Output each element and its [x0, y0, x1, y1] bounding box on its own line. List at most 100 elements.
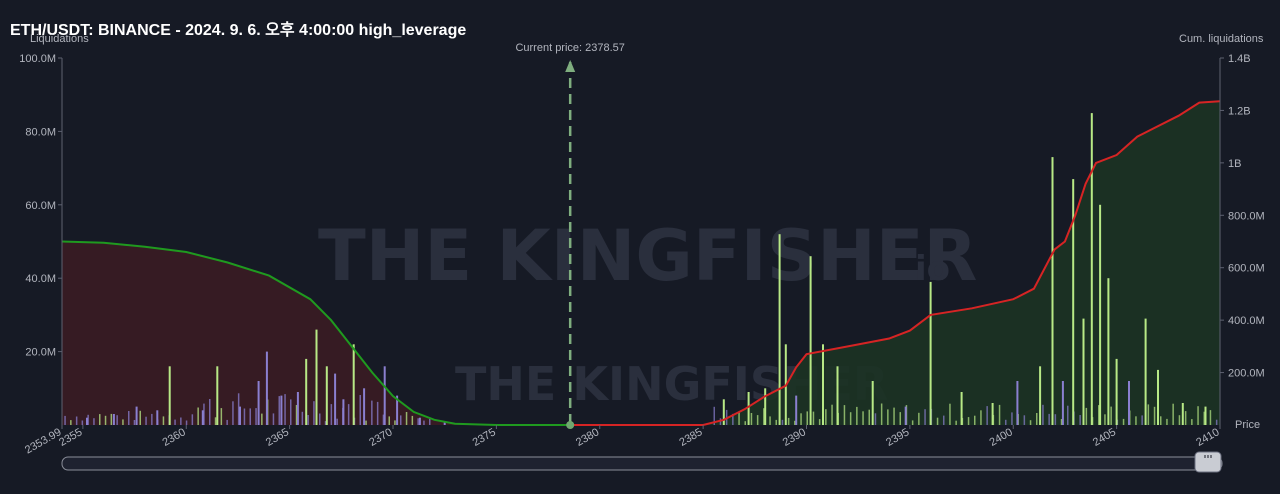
liquidation-bar-minor — [110, 413, 113, 425]
short-cum-line — [570, 100, 1221, 426]
liquidation-bar-minor — [1011, 412, 1013, 425]
liquidation-bar-minor — [128, 411, 130, 425]
liquidation-bar-minor — [1122, 418, 1125, 425]
liquidation-bar-minor — [1172, 403, 1174, 425]
liquidation-bar-minor — [1184, 411, 1187, 425]
liquidation-bar — [1051, 157, 1054, 425]
liquidation-bar-minor — [1036, 413, 1038, 425]
liquidation-bar-minor — [1135, 416, 1137, 425]
x-tick-label: 2380 — [574, 426, 601, 449]
liquidation-bar-minor — [1110, 406, 1112, 425]
liquidation-bar-minor — [769, 416, 771, 425]
liquidation-bar — [156, 410, 159, 425]
range-scrollbar[interactable] — [61, 451, 1223, 473]
liquidation-bar-minor — [1191, 419, 1193, 425]
liquidation-bar-minor — [949, 403, 951, 425]
liquidation-bar — [86, 417, 88, 425]
liquidation-bar-minor — [980, 410, 982, 425]
liquidation-bar — [1181, 403, 1184, 425]
liquidation-bar-minor — [197, 407, 199, 425]
liquidation-bar-minor — [191, 414, 194, 425]
scrollbar-handle[interactable] — [1194, 451, 1222, 473]
liquidation-bar — [1039, 366, 1042, 425]
liquidation-bar-minor — [330, 404, 333, 425]
liquidation-bar — [960, 392, 963, 425]
right-tick-label: 400.0M — [1228, 315, 1265, 327]
liquidation-bar-minor — [806, 411, 808, 425]
liquidation-bar — [334, 373, 337, 425]
liquidation-bar-minor — [893, 407, 895, 425]
liquidation-bar-minor — [1079, 415, 1081, 425]
liquidation-bar-minor — [278, 396, 280, 425]
liquidation-bar-minor — [974, 415, 976, 425]
liquidation-bar — [168, 366, 171, 425]
liquidation-bar — [904, 406, 907, 425]
liquidation-bar-minor — [70, 420, 72, 425]
liquidation-bar-minor — [185, 420, 188, 425]
liquidation-bar-minor — [290, 399, 292, 425]
liquidation-bar — [1128, 381, 1130, 425]
x-tick-label: 2390 — [781, 426, 808, 449]
left-tick-label: 80.0M — [25, 126, 56, 138]
liquidation-bar — [778, 234, 781, 425]
liquidation-bar-minor — [1085, 407, 1088, 425]
watermark-suffix: io — [915, 249, 950, 289]
liquidation-bar — [315, 329, 318, 425]
left-tick-label: 60.0M — [25, 200, 56, 212]
liquidation-bar-minor — [812, 411, 815, 425]
liquidation-bar — [1099, 204, 1102, 425]
liquidation-bar — [112, 414, 115, 425]
liquidation-bar-minor — [831, 404, 833, 425]
liquidation-bar — [257, 381, 260, 425]
liquidation-bar-minor — [1054, 414, 1057, 425]
liquidation-bar-minor — [87, 414, 89, 425]
liquidation-bar — [929, 281, 932, 425]
liquidation-bar-minor — [849, 412, 852, 425]
liquidation-bar-minor — [417, 418, 419, 425]
liquidation-bar-minor — [936, 417, 939, 425]
liquidation-bar-minor — [738, 412, 740, 425]
scrollbar-track[interactable] — [61, 456, 1223, 471]
liquidation-bar-minor — [151, 413, 153, 425]
x-tick-label: 2405 — [1091, 426, 1118, 449]
liquidation-bar — [1157, 369, 1159, 425]
liquidation-bar-minor — [825, 409, 827, 425]
liquidation-bar — [991, 403, 994, 425]
liquidation-bar-minor — [237, 393, 240, 425]
liquidation-bar-minor — [787, 417, 790, 425]
liquidation-bar — [383, 366, 386, 425]
liquidation-bar-minor — [232, 401, 234, 425]
liquidation-bar-minor — [93, 418, 95, 425]
liquidation-bar — [352, 344, 355, 425]
liquidation-bar-minor — [162, 416, 165, 425]
liquidation-bar-minor — [261, 413, 263, 425]
liquidation-bar-minor — [1197, 406, 1199, 425]
liquidation-bar-minor — [1147, 404, 1150, 425]
liquidation-bar-minor — [880, 403, 883, 425]
x-tick-label: 2365 — [264, 426, 291, 449]
x-tick-label: 2370 — [367, 426, 394, 449]
liquidation-bar-minor — [756, 415, 759, 425]
liquidation-bar — [871, 381, 874, 425]
liquidation-bar-minor — [1067, 405, 1069, 425]
liquidation-bar-minor — [133, 420, 136, 425]
liquidation-bar-minor — [924, 409, 926, 425]
x-tick-label: 2355 — [57, 426, 84, 449]
liquidation-bar-minor — [1166, 418, 1168, 425]
liquidation-bar — [1016, 381, 1019, 425]
liquidation-bar-minor — [1178, 415, 1181, 425]
liquidation-bar-minor — [874, 413, 877, 425]
current-price-marker: Current price: 2378.57 — [515, 42, 625, 429]
left-tick-label: 100.0M — [19, 53, 56, 65]
chart-title: ETH/USDT: BINANCE - 2024. 9. 6. 오후 4:00:… — [10, 22, 467, 39]
liquidation-bar — [296, 392, 299, 425]
liquidation-bar-minor — [307, 415, 309, 425]
liquidation-bar-minor — [955, 420, 957, 425]
liquidation-bar — [325, 366, 328, 425]
liquidation-bar — [1090, 113, 1093, 425]
liquidation-bar-minor — [411, 415, 414, 425]
liquidation-bar-minor — [319, 413, 321, 425]
liquidation-bar-minor — [301, 411, 304, 425]
liquidation-bar-minor — [794, 420, 796, 425]
